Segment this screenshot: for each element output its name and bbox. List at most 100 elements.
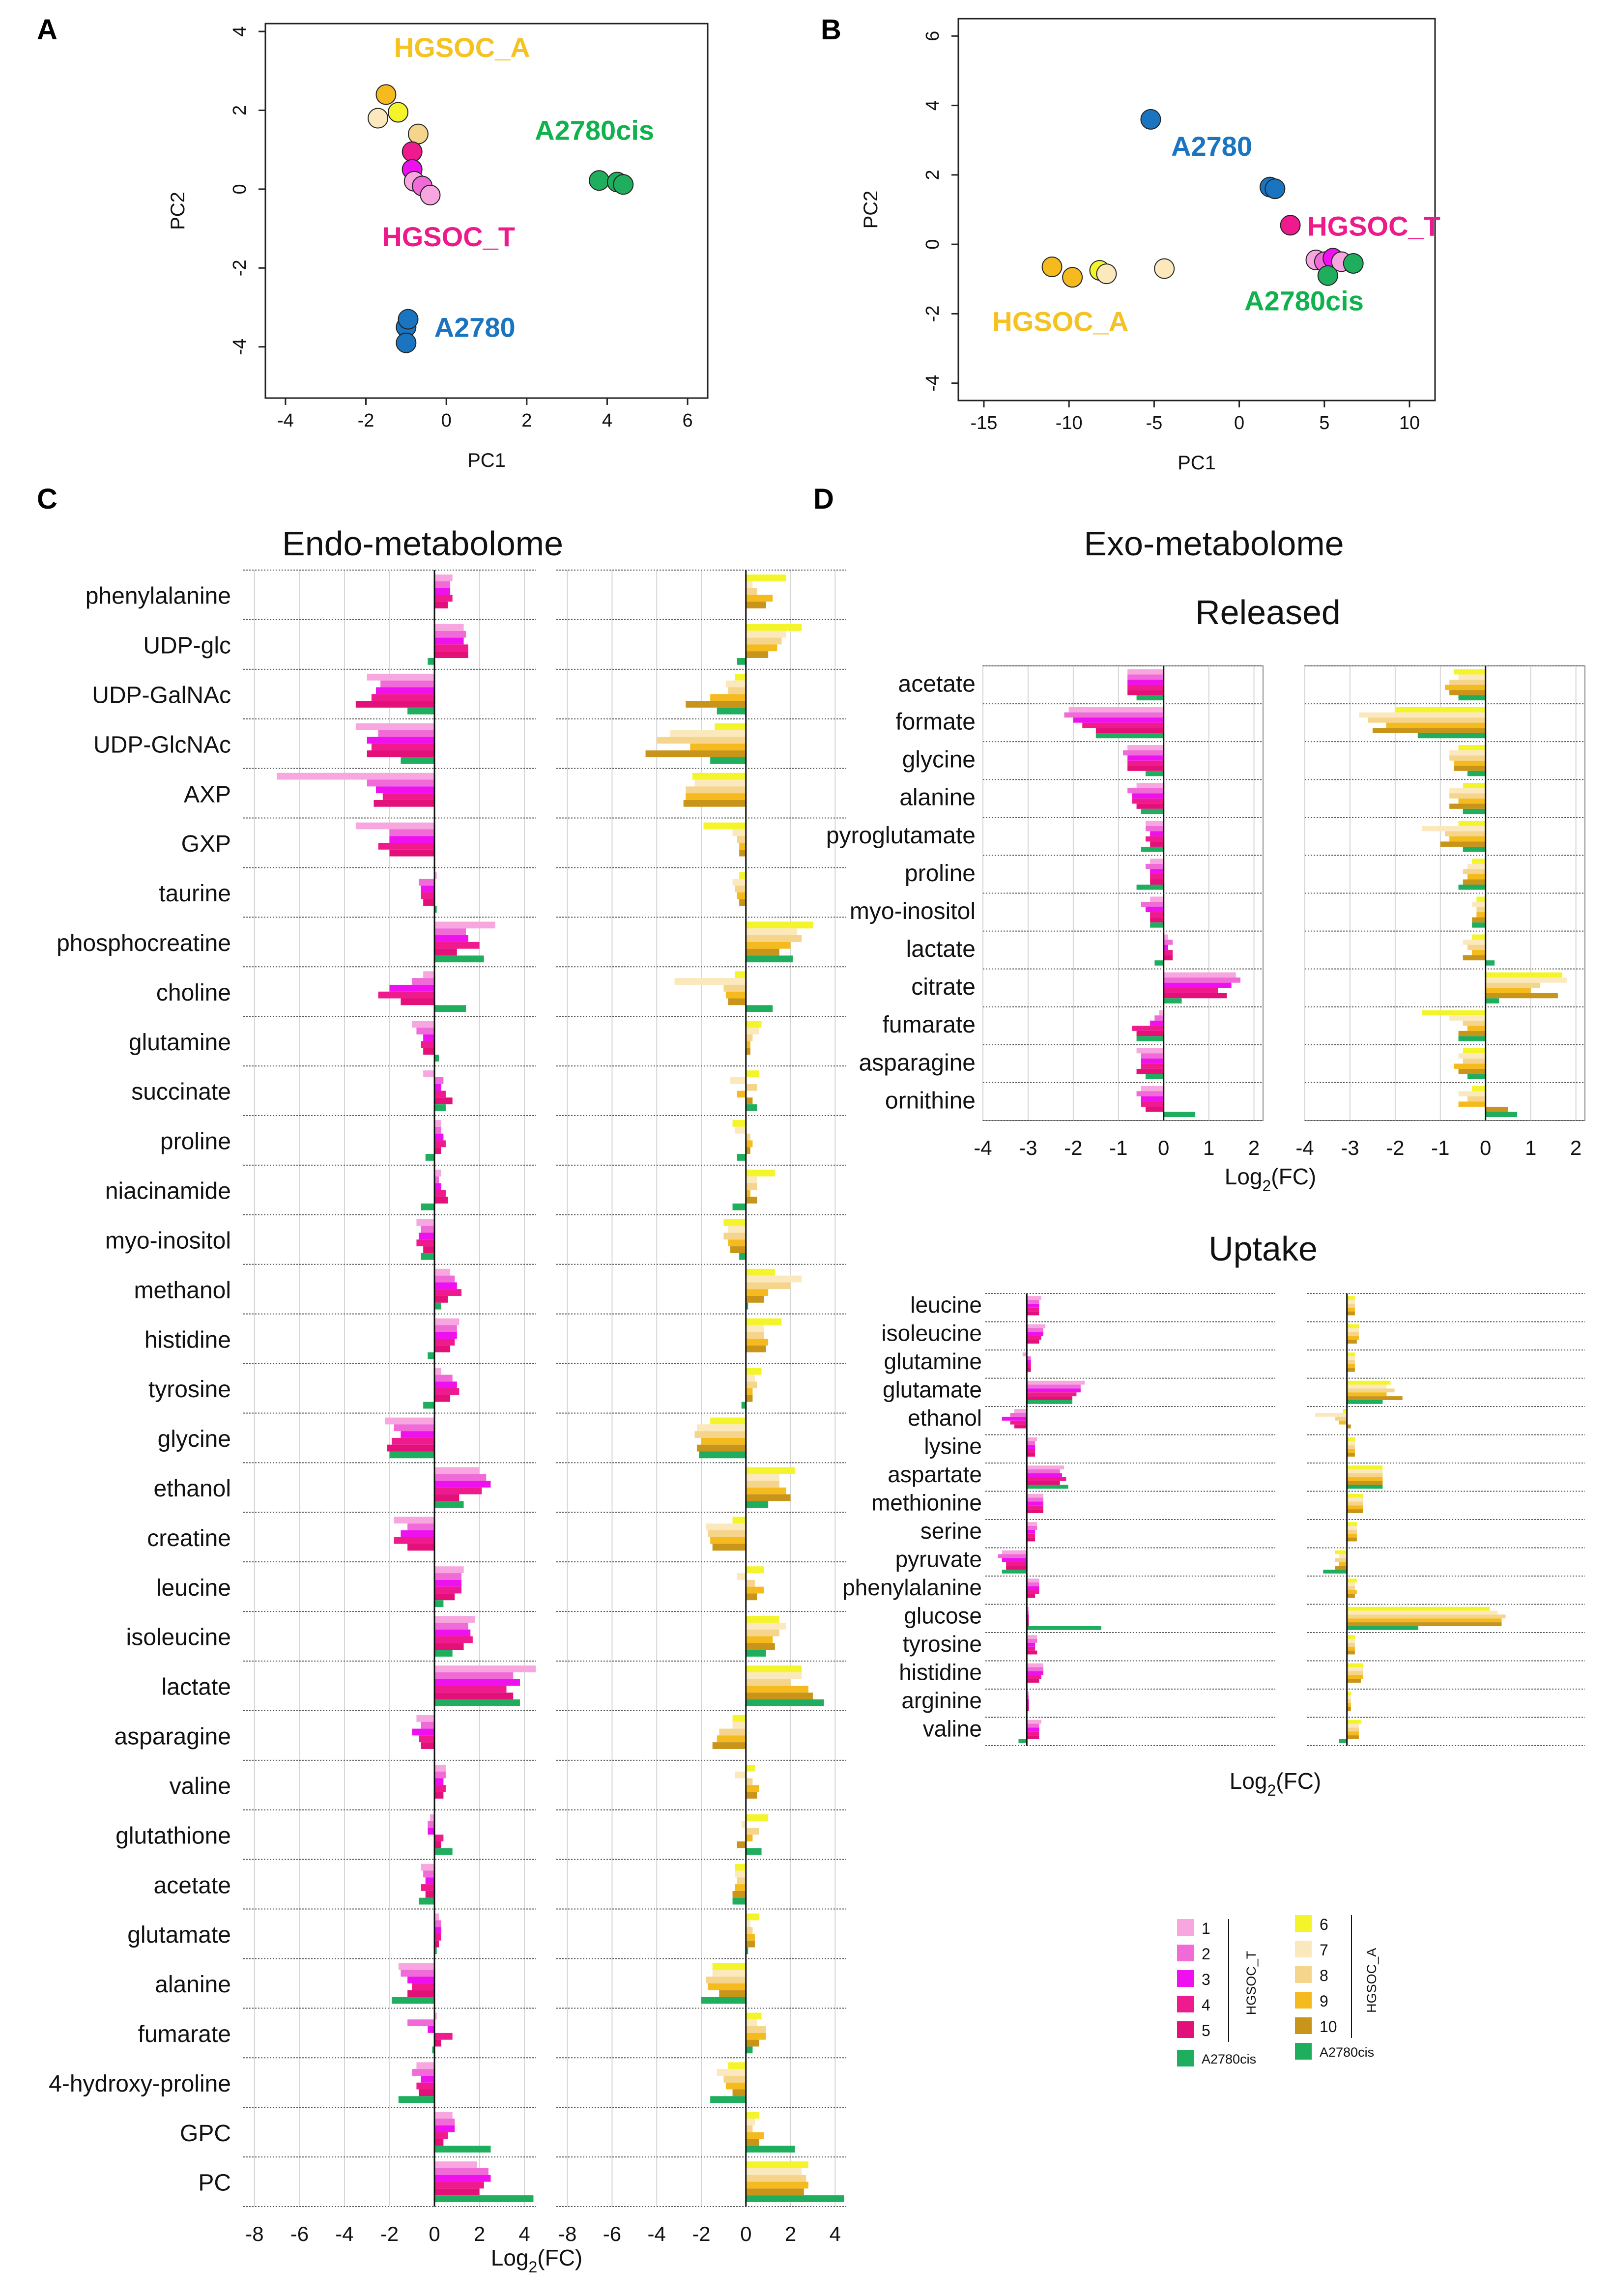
bar [1347,1671,1363,1675]
bar [434,2175,491,2182]
bar [1027,1481,1060,1485]
legend-label: 1 [1202,1920,1210,1937]
bar [735,1126,746,1134]
bar [1323,1569,1347,1574]
bar [425,1877,435,1885]
bar [1347,1465,1383,1470]
bar [746,1005,773,1012]
bar [434,1318,460,1325]
bar [378,991,435,999]
bar [725,991,746,999]
bar [434,2033,453,2040]
bar [730,1077,746,1084]
bar [746,1828,759,1835]
bar [746,1325,764,1332]
bar [407,2019,435,2027]
category-label: valine [923,1716,982,1742]
pca-A-frame [264,23,709,399]
bar [694,779,746,787]
bar [1347,1356,1355,1360]
bar [1163,940,1173,945]
bar [746,1318,782,1325]
bar [1347,1477,1383,1481]
bar [1027,1368,1031,1372]
bar [1027,1469,1060,1473]
pca-B-y-tick-label: -2 [922,306,943,322]
bar [428,2026,435,2033]
bar [717,707,746,715]
bar [1472,901,1486,907]
bar [421,1742,435,1749]
bar [1027,1493,1043,1498]
pca-B-x-label: PC1 [1178,452,1216,474]
bar [1141,808,1164,814]
bar [715,723,746,730]
bar [737,1841,746,1848]
bar [1417,733,1486,739]
bar [394,1517,435,1524]
pca-B-point [1096,263,1117,285]
bar [434,1097,453,1105]
bar [434,1764,446,1772]
bar [434,1487,482,1494]
x-tick-label: 2 [1248,1136,1260,1159]
bar [434,1785,446,1792]
bar [1347,1735,1359,1739]
bar [434,1913,439,1921]
released-x-axis-label-sub: 2 [1262,1177,1271,1195]
pca-B-group-label: HGSOC_T [1307,210,1440,241]
bar [732,1203,746,1210]
bar [434,1332,457,1339]
bar [1335,1566,1347,1570]
bar [701,1997,746,2004]
endo-x-axis-label-main: Log [491,2245,529,2270]
legend: 1 2 3 4 5 A2780cis HGSOC_T 6 7 8 9 10 A2780cis HGSOC_… [1177,1915,1379,2066]
bar [1458,695,1486,701]
pca-A-point [398,309,419,330]
released-x-axis-label: Log2(FC) [1225,1164,1317,1195]
bar [1395,707,1486,713]
legend-swatch [1177,1996,1194,2012]
bar [746,1268,775,1276]
bar [1485,1106,1508,1112]
bar [1141,901,1164,907]
x-tick-label: -4 [1295,1136,1314,1159]
bar [1463,1058,1486,1064]
bar [382,793,435,800]
pca-A-point [396,332,417,353]
bar [1454,760,1486,766]
bar [434,1055,439,1062]
bar [1027,1400,1072,1404]
bar [407,1544,435,1551]
x-tick-label: -6 [290,2222,309,2245]
bar [434,581,451,588]
bar [1159,1010,1164,1016]
bar [434,1494,460,1501]
bar [645,750,746,757]
category-label: PC [198,2170,231,2196]
bar [746,2181,808,2189]
bar [434,2161,477,2168]
bar [1145,836,1164,842]
bar [746,1332,764,1339]
category-label: methanol [134,1277,231,1303]
pca-B-point [1140,109,1161,130]
bar [746,1586,764,1594]
x-tick-label: -6 [603,2222,621,2245]
bar [434,1302,441,1310]
bar [1347,1384,1387,1389]
bar [419,1233,435,1240]
bar [1014,1409,1027,1413]
bar [1347,1453,1355,1457]
bar [1347,1723,1359,1728]
bar [398,1963,435,1970]
bar [746,1785,759,1792]
bar [1458,885,1486,890]
bar [434,624,464,631]
panel-label-a: A [37,14,58,46]
endo-bars-hgsoc-t: -8 -6 -4 -2 0 2 4 [243,570,536,2245]
bar [1467,1074,1486,1079]
bar [1440,841,1486,847]
bar [385,1417,435,1425]
bar [1347,1380,1391,1385]
